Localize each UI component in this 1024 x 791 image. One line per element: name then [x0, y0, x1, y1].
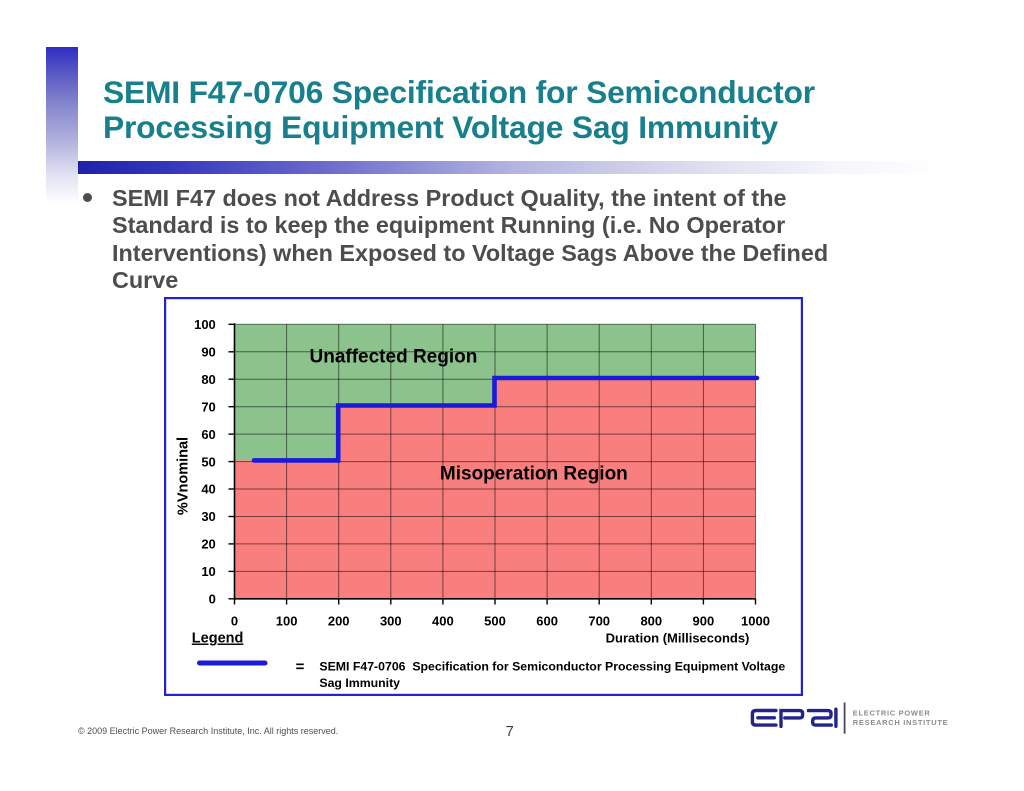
svg-text:70: 70	[201, 399, 215, 414]
svg-text:40: 40	[201, 482, 215, 497]
svg-text:200: 200	[328, 614, 350, 629]
svg-text:300: 300	[380, 614, 402, 629]
svg-text:100: 100	[276, 614, 298, 629]
svg-text:1000: 1000	[741, 614, 770, 629]
svg-text:800: 800	[640, 614, 662, 629]
svg-text:20: 20	[201, 537, 215, 552]
svg-text:90: 90	[201, 345, 215, 360]
svg-text:700: 700	[588, 614, 610, 629]
svg-text:0: 0	[209, 592, 216, 607]
svg-text:80: 80	[201, 372, 215, 387]
svg-text:50: 50	[201, 454, 215, 469]
svg-text:30: 30	[201, 509, 215, 524]
svg-text:0: 0	[231, 614, 238, 629]
svg-text:Sag Immunity: Sag Immunity	[319, 676, 400, 690]
svg-text:%Vnominal: %Vnominal	[176, 437, 192, 515]
svg-text:900: 900	[693, 614, 715, 629]
svg-text:Misoperation Region: Misoperation Region	[440, 463, 628, 484]
svg-text:100: 100	[194, 317, 216, 332]
svg-text:SEMI F47-0706 Specification f: SEMI F47-0706 Specification for Semicond…	[319, 660, 785, 674]
svg-text:10: 10	[201, 564, 215, 579]
svg-text:400: 400	[432, 614, 454, 629]
svg-text:=: =	[296, 659, 305, 676]
svg-text:Legend: Legend	[192, 631, 244, 647]
svg-text:Unaffected Region: Unaffected Region	[310, 347, 478, 368]
svg-text:60: 60	[201, 427, 215, 442]
svg-text:Duration (Milliseconds): Duration (Milliseconds)	[606, 631, 750, 646]
svg-text:ELECTRIC POWER: ELECTRIC POWER	[853, 708, 931, 717]
svg-text:RESEARCH INSTITUTE: RESEARCH INSTITUTE	[853, 718, 949, 727]
svg-text:600: 600	[536, 614, 558, 629]
svg-text:500: 500	[484, 614, 506, 629]
